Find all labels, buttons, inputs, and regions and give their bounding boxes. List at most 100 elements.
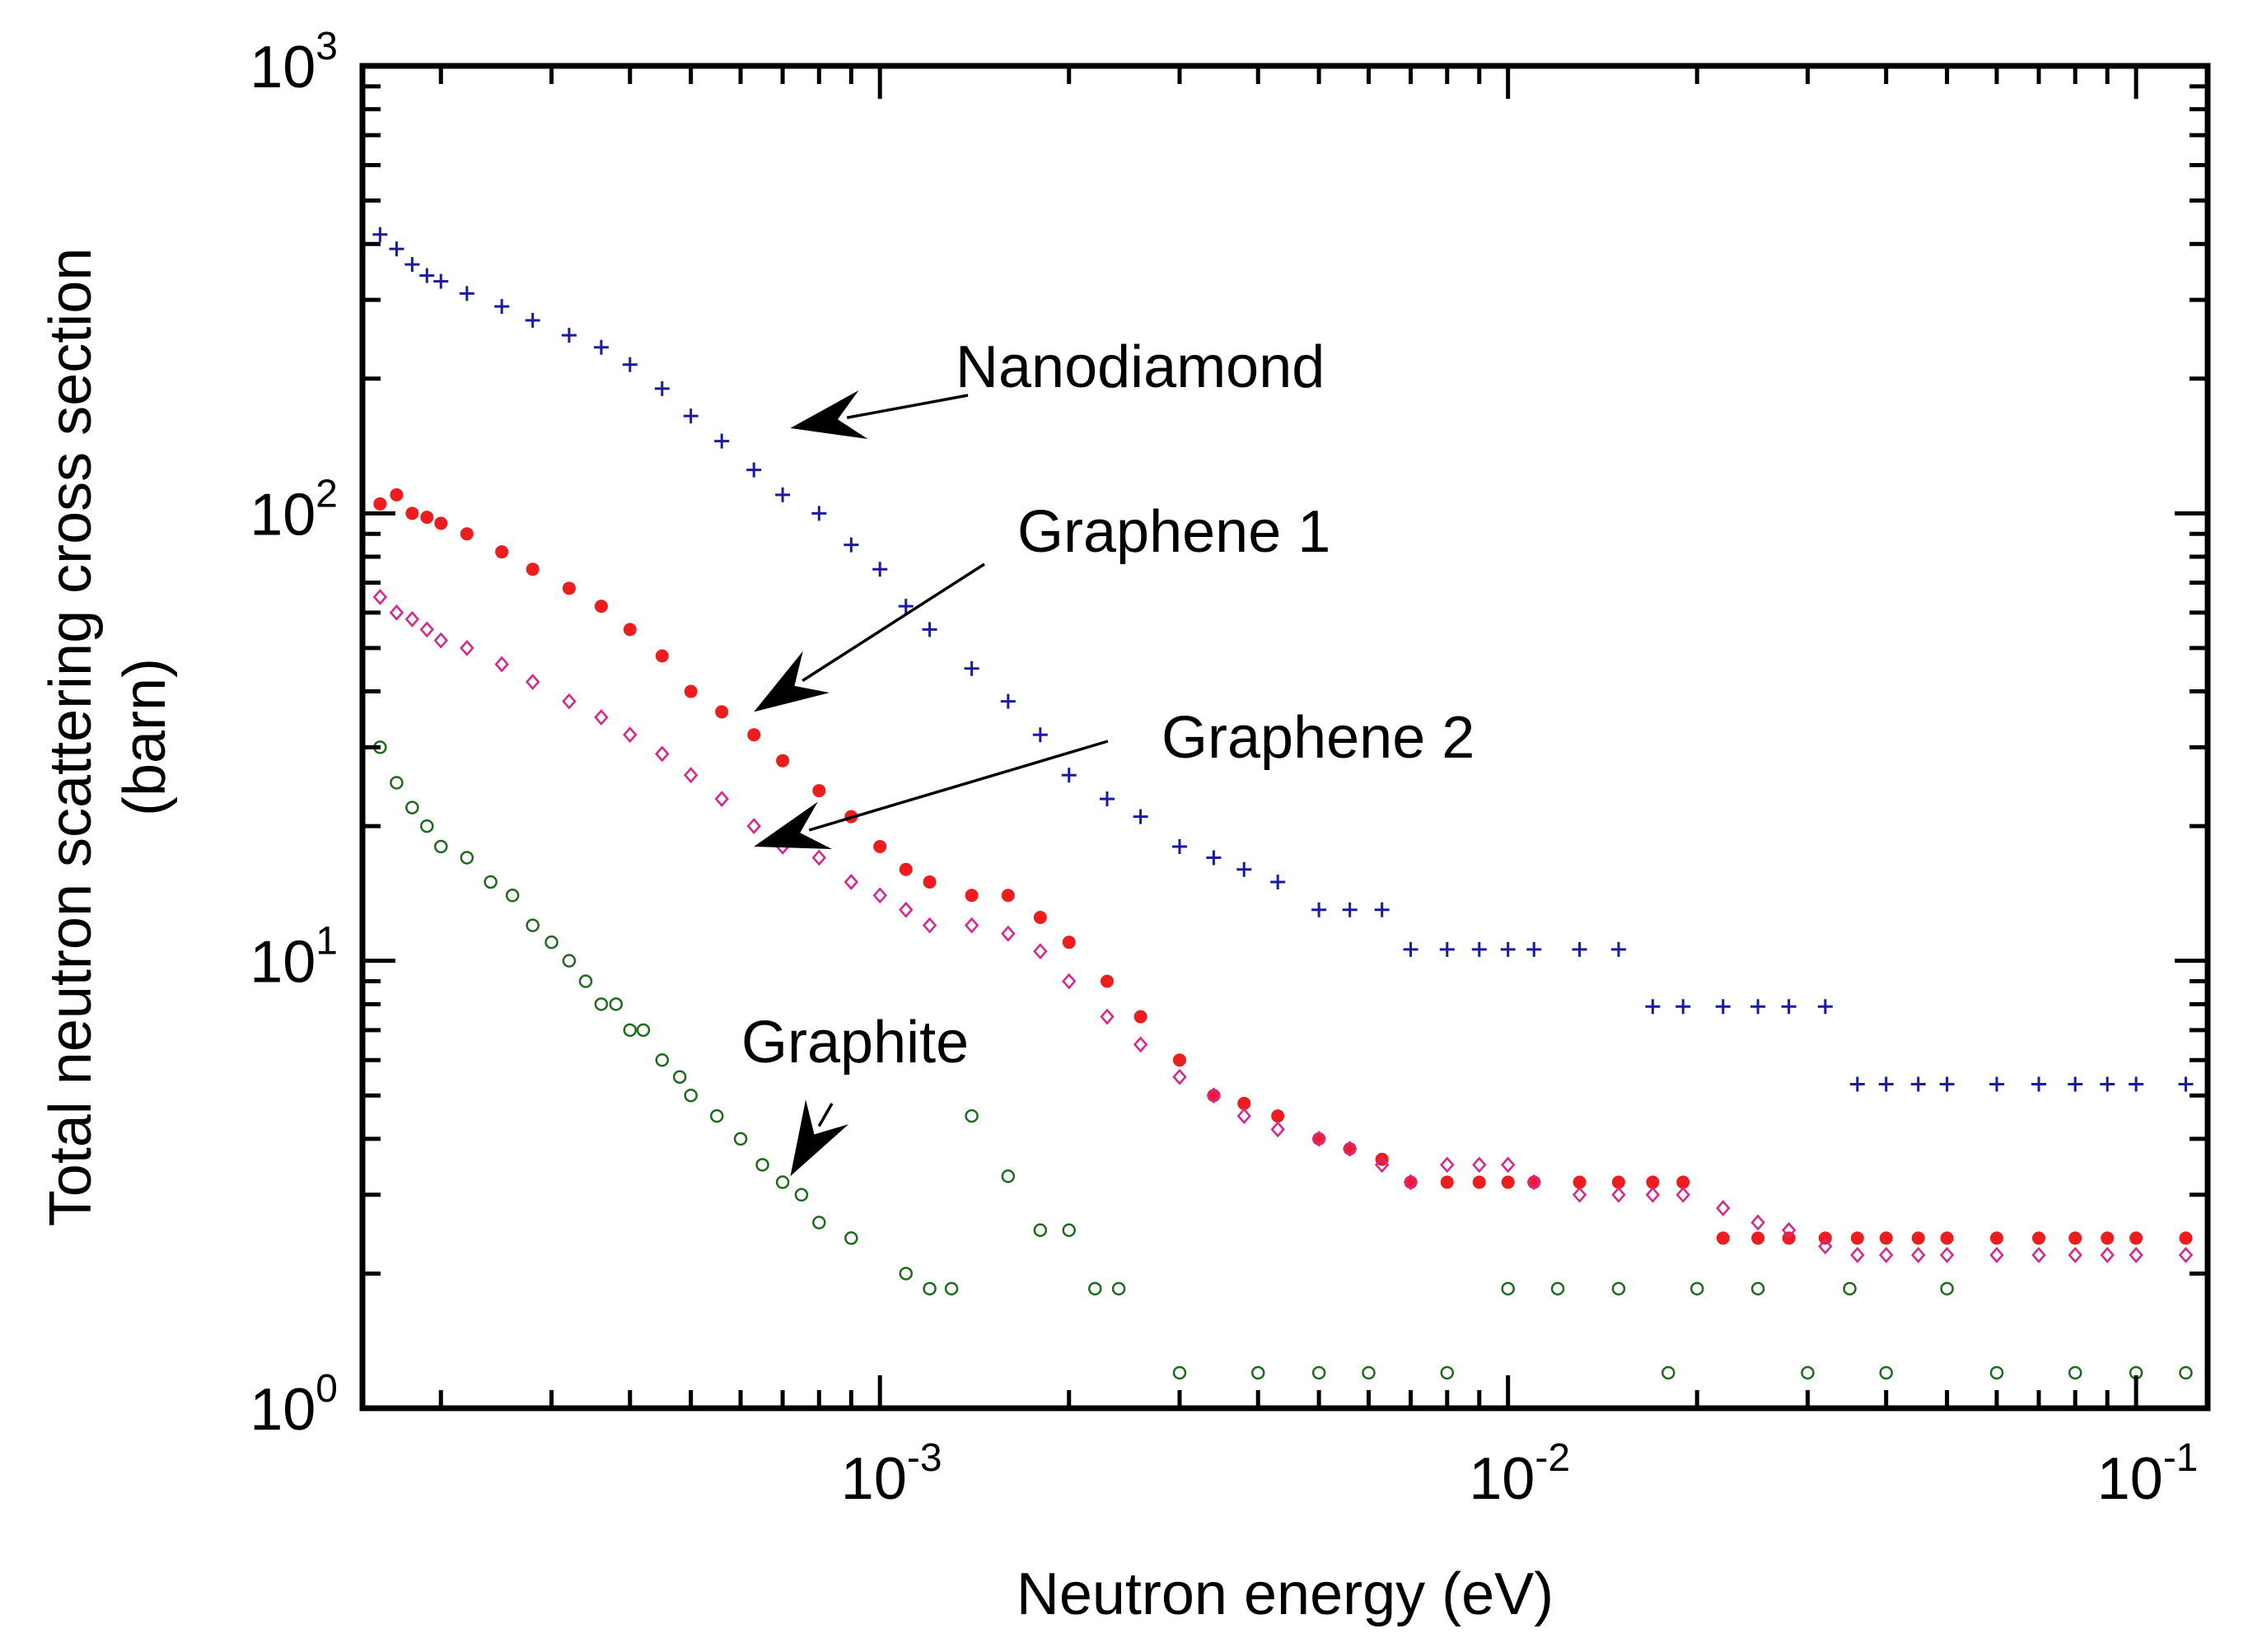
point-graphite <box>484 875 498 889</box>
point-graphene-2 <box>526 674 540 690</box>
point-graphene-2 <box>1500 1156 1516 1174</box>
point-graphite <box>434 839 448 854</box>
point-nanodiamond <box>1610 941 1626 957</box>
point-graphite <box>1001 1169 1016 1183</box>
series-graphite <box>373 740 2193 1380</box>
point-graphene-1 <box>873 839 887 853</box>
point-graphene-1 <box>405 506 419 520</box>
point-graphite <box>1843 1281 1857 1296</box>
point-graphite <box>1440 1365 1455 1380</box>
x-tick-label: 10-3 <box>841 1436 942 1512</box>
y-tick-base: 10 <box>250 35 315 100</box>
point-graphene-2 <box>1716 1200 1731 1216</box>
y-tick-exponent: 0 <box>315 1367 338 1411</box>
annotation-arrow-line <box>846 394 969 419</box>
annotation-arrow-line <box>817 1103 834 1127</box>
y-tick-base: 10 <box>250 482 315 548</box>
point-graphite <box>923 1281 937 1296</box>
point-graphene-2 <box>623 726 638 744</box>
point-graphene-1 <box>420 511 434 525</box>
point-graphene-2 <box>1572 1186 1587 1203</box>
point-graphene-2 <box>433 632 448 649</box>
point-graphene-1 <box>1501 1175 1515 1189</box>
point-graphene-1 <box>460 527 474 541</box>
point-graphene-1 <box>1850 1231 1864 1245</box>
point-graphene-2 <box>1750 1214 1765 1231</box>
point-graphene-1 <box>923 875 937 889</box>
point-graphite <box>2179 1365 2193 1380</box>
point-graphene-2 <box>1001 925 1016 942</box>
point-graphite <box>609 997 624 1011</box>
point-nanodiamond <box>2100 1076 2115 1092</box>
point-graphene-1 <box>1440 1175 1454 1189</box>
point-graphite <box>684 1088 698 1103</box>
point-graphite <box>812 1216 826 1230</box>
point-graphene-1 <box>434 516 448 530</box>
point-nanodiamond <box>2031 1076 2047 1092</box>
annotations: Nanodiamond Graphene 1 Graphene 2 Graphite <box>741 334 1475 1177</box>
point-nanodiamond <box>389 241 404 257</box>
point-graphene-2 <box>746 818 761 835</box>
point-graphene-2 <box>1270 1121 1285 1138</box>
point-graphene-1 <box>1989 1231 2003 1245</box>
point-graphene-1 <box>1033 911 1047 925</box>
point-nanodiamond <box>1206 850 1222 866</box>
point-nanodiamond <box>683 408 699 424</box>
point-graphene-2 <box>1989 1247 2004 1263</box>
point-graphene-2 <box>1781 1221 1797 1239</box>
point-nanodiamond <box>922 622 937 637</box>
annotation-arrowhead <box>754 651 830 712</box>
point-graphene-2 <box>2178 1247 2194 1263</box>
annotation-label-graphene-1: Graphene 1 <box>1017 499 1330 565</box>
y-tick-exponent: 2 <box>315 472 338 516</box>
point-graphene-2 <box>714 791 729 808</box>
point-graphene-2 <box>899 901 914 918</box>
point-nanodiamond <box>898 599 914 614</box>
point-graphene-2 <box>1172 1068 1187 1085</box>
y-axis-title: Total neutron scattering cross section (… <box>38 248 178 1227</box>
point-nanodiamond <box>1817 999 1833 1015</box>
point-nanodiamond <box>433 273 449 289</box>
point-graphite <box>755 1158 769 1172</box>
point-graphene-2 <box>1611 1186 1626 1203</box>
point-graphene-2 <box>419 621 434 638</box>
point-graphene-1 <box>2068 1231 2082 1245</box>
point-graphene-2 <box>494 656 509 673</box>
point-nanodiamond <box>593 339 609 355</box>
point-graphene-1 <box>1472 1175 1486 1189</box>
annotation-label-graphite: Graphite <box>741 1010 969 1076</box>
point-nanodiamond <box>811 506 827 521</box>
point-nanodiamond <box>654 380 670 396</box>
point-nanodiamond <box>525 312 540 328</box>
point-graphite <box>390 776 404 790</box>
point-graphene-2 <box>1236 1108 1251 1124</box>
data-markers <box>372 226 2194 1380</box>
annotation-arrowhead <box>790 390 868 440</box>
x-tick-exponent: -3 <box>907 1436 942 1480</box>
point-graphite <box>1750 1281 1765 1296</box>
point-nanodiamond <box>1989 1076 2004 1092</box>
point-graphene-2 <box>684 767 699 784</box>
point-graphene-2 <box>1342 1141 1358 1157</box>
point-nanodiamond <box>1270 874 1286 889</box>
point-graphene-2 <box>1675 1186 1690 1203</box>
point-graphite <box>1989 1365 2004 1380</box>
point-graphene-2 <box>1472 1156 1487 1174</box>
point-graphene-1 <box>373 497 387 511</box>
point-graphite <box>1250 1365 1265 1380</box>
point-graphite <box>794 1188 809 1202</box>
point-graphene-1 <box>1237 1096 1251 1110</box>
point-graphene-2 <box>389 604 404 621</box>
point-nanodiamond <box>1572 941 1587 957</box>
point-graphene-2 <box>2129 1247 2143 1263</box>
point-graphene-2 <box>1403 1174 1418 1191</box>
point-graphene-2 <box>1206 1087 1222 1104</box>
point-nanodiamond <box>1645 999 1661 1015</box>
point-nanodiamond <box>2129 1076 2144 1092</box>
point-nanodiamond <box>404 257 420 273</box>
point-graphene-2 <box>1440 1156 1455 1174</box>
point-nanodiamond <box>1439 941 1455 957</box>
point-graphene-1 <box>812 784 826 798</box>
point-graphene-2 <box>372 589 388 605</box>
